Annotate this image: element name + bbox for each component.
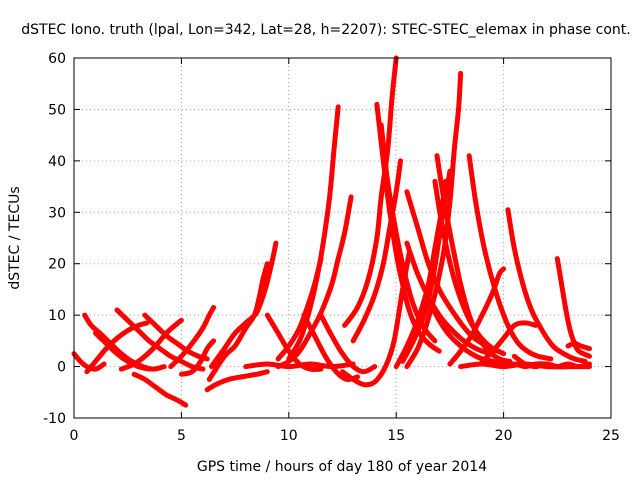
x-axis-label: GPS time / hours of day 180 of year 2014: [197, 459, 487, 475]
data-series-trace: [466, 153, 554, 362]
x-tick-label: 5: [177, 428, 186, 444]
data-series-trace: [243, 361, 356, 370]
y-tick-label: 30: [48, 205, 66, 221]
x-tick-label: 15: [387, 428, 405, 444]
data-series-trace: [447, 266, 507, 367]
data-series-trace: [340, 250, 412, 388]
y-tick-label: 50: [48, 102, 66, 118]
data-series-trace: [93, 330, 152, 372]
data-series-trace: [209, 240, 279, 370]
x-tick-label: 10: [280, 428, 298, 444]
data-series-trace: [131, 371, 189, 408]
data-series-trace: [114, 307, 206, 372]
data-series-trace: [178, 338, 217, 377]
data-series-trace: [206, 261, 270, 382]
data-series-trace: [71, 351, 107, 372]
data-series-trace: [350, 158, 403, 344]
data-series-trace: [479, 320, 539, 364]
x-tick-label: 25: [602, 428, 620, 444]
x-tick-label: 20: [495, 428, 513, 444]
x-tick-label: 0: [70, 428, 79, 444]
data-series-trace: [565, 340, 592, 352]
data-series-trace: [204, 369, 270, 393]
data-series-group: [71, 55, 592, 408]
data-series-trace: [425, 297, 507, 367]
data-series-trace: [318, 312, 378, 375]
y-tick-label: 40: [48, 154, 66, 170]
data-series-trace: [554, 256, 592, 359]
data-series-trace: [118, 317, 184, 372]
y-tick-label: 20: [48, 257, 66, 273]
y-tick-label: 0: [57, 360, 66, 376]
y-tick-label: 60: [48, 51, 66, 67]
data-series-trace: [505, 207, 588, 364]
chart-title: dSTEC Iono. truth (lpal, Lon=342, Lat=28…: [21, 22, 630, 38]
data-series-trace: [432, 178, 500, 354]
data-series-trace: [168, 304, 217, 370]
data-series-trace: [458, 361, 592, 370]
data-series-trace: [404, 240, 496, 357]
data-series-trace: [142, 312, 210, 362]
data-series-trace: [286, 104, 341, 362]
data-series-trace: [404, 70, 464, 370]
y-tick-label: -10: [43, 411, 66, 427]
y-axis-label: dSTEC / TECUs: [7, 186, 23, 289]
data-series-trace: [84, 320, 150, 375]
data-series-trace: [342, 55, 399, 328]
data-series-trace: [301, 312, 360, 383]
plot-frame: [73, 57, 612, 419]
y-tick-label: 10: [48, 308, 66, 324]
